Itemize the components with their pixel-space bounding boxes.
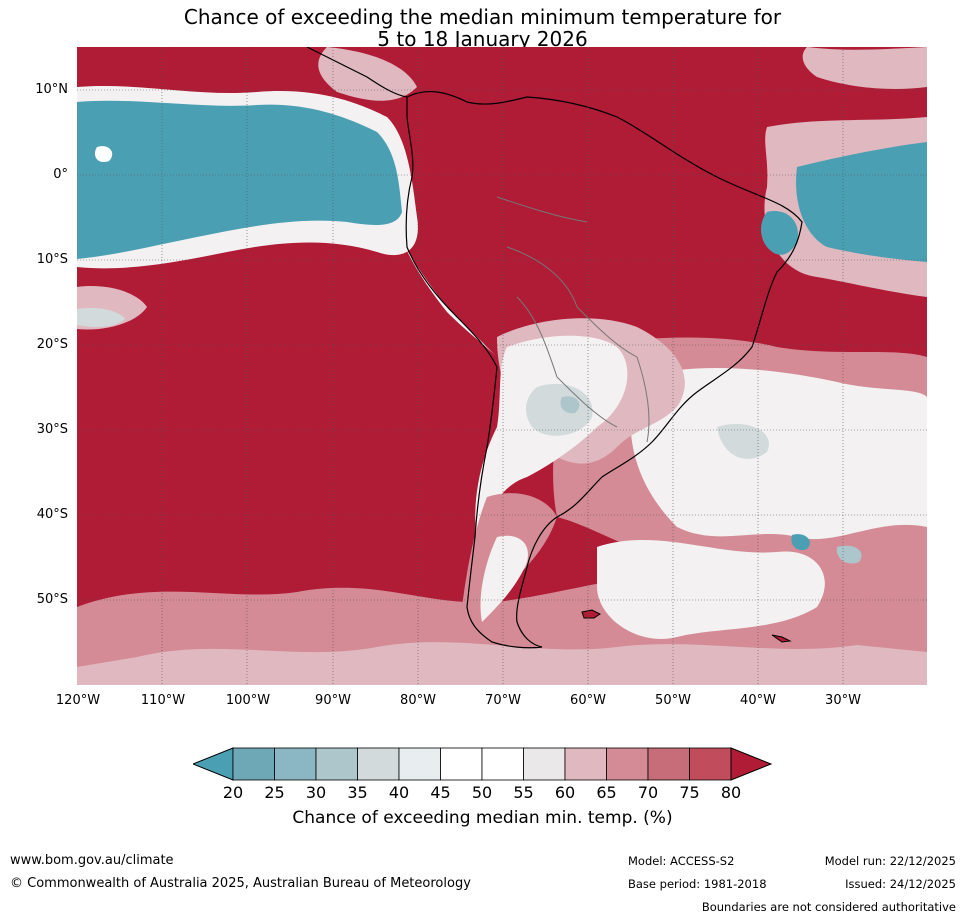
atlantic-mixed-white (630, 367, 927, 540)
pacific-teal (77, 100, 402, 259)
inland-grey (525, 383, 593, 436)
lat-label-10s: 10°S (36, 252, 68, 267)
colorbar-tick-50: 50 (471, 783, 493, 802)
colorbar-tick-55: 55 (513, 783, 534, 802)
lat-label-50s: 50°S (36, 592, 68, 607)
base-period-text: Base period: 1981-2018 (628, 877, 767, 891)
patagonia-white (480, 535, 528, 622)
lat-label-30s: 30°S (36, 422, 68, 437)
lat-label-20s: 20°S (36, 337, 68, 352)
pacific-light-streak2 (77, 307, 125, 327)
colorbar-bin-60-65 (564, 747, 607, 781)
caribbean-pink (318, 47, 417, 101)
colorbar-bin-40-45 (398, 747, 441, 781)
colorbar-tick-35: 35 (347, 783, 368, 802)
country-borders (496, 196, 650, 443)
atlantic-north-light (802, 47, 927, 89)
colorbar-bin-25-30 (274, 747, 317, 781)
lat-label-10n: 10°N (35, 82, 68, 97)
lon-label-100w: 100°W (225, 693, 271, 708)
atlantic-grey-patch (717, 423, 769, 459)
colorbar-tick-70: 70 (637, 783, 659, 802)
lon-label-40w: 40°W (740, 693, 776, 708)
colorbar-bin-45-50 (440, 747, 483, 781)
lat-label-0: 0° (53, 167, 68, 182)
colorbar-bin-50-55 (481, 747, 524, 781)
colorbar-tick-65: 65 (596, 783, 617, 802)
colorbar-bin-55-60 (523, 747, 566, 781)
colorbar-arrow-low (193, 747, 234, 781)
colorbar-tick-80: 80 (720, 783, 742, 802)
colorbar-label: Chance of exceeding median min. temp. (%… (292, 808, 673, 828)
south-america-coastline (405, 91, 803, 649)
colorbar-bin-65-70 (606, 747, 649, 781)
colorbar-tick-40: 40 (388, 783, 410, 802)
colorbar-tick-60: 60 (554, 783, 576, 802)
lon-label-70w: 70°W (485, 693, 521, 708)
atlantic-grey-patch2 (836, 545, 862, 564)
chart-title-line2: 5 to 18 January 2026 (377, 27, 588, 51)
colorbar-arrow-high (730, 747, 773, 781)
issued-text: Issued: 24/12/2025 (845, 877, 956, 891)
colorbar-bin-30-35 (315, 747, 358, 781)
atlantic-blue-patch (791, 534, 810, 551)
website-link[interactable]: www.bom.gov.au/climate (10, 853, 174, 868)
colorbar-tick-25: 25 (264, 783, 285, 802)
atlantic-teal (796, 142, 927, 262)
brazil-coast-teal (761, 211, 798, 255)
model-text: Model: ACCESS-S2 (628, 854, 735, 868)
copyright-text: © Commonwealth of Australia 2025, Austra… (10, 876, 471, 891)
disclaimer-text: Boundaries are not considered authoritat… (701, 900, 956, 914)
falkland-islands (581, 609, 601, 619)
gridlines (77, 47, 927, 685)
lon-label-90w: 90°W (315, 693, 351, 708)
chart-title-line1: Chance of exceeding the median minimum t… (183, 5, 782, 29)
colorbar-bin-20-25 (232, 747, 275, 781)
colorbar-tick-75: 75 (679, 783, 700, 802)
lon-label-30w: 30°W (825, 693, 861, 708)
southern-band-light (77, 642, 927, 685)
colorbar-bin-75-80 (689, 747, 732, 781)
lon-label-110w: 110°W (140, 693, 186, 708)
lon-label-120w: 120°W (55, 693, 101, 708)
inland-white (475, 335, 628, 547)
model-run-text: Model run: 22/12/2025 (824, 854, 956, 868)
south-georgia (771, 634, 792, 643)
probability-map (77, 47, 927, 685)
atlantic-white-south (597, 540, 825, 639)
colorbar-tick-20: 20 (222, 783, 244, 802)
lon-label-80w: 80°W (400, 693, 436, 708)
colorbar-bin-70-75 (647, 747, 690, 781)
colorbar (193, 747, 773, 781)
inland-blue-small (560, 396, 580, 414)
colorbar-tick-30: 30 (305, 783, 327, 802)
central-america-coastline (306, 47, 408, 98)
colorbar-bin-35-40 (357, 747, 400, 781)
lon-label-60w: 60°W (570, 693, 606, 708)
colorbar-tick-45: 45 (430, 783, 451, 802)
lat-label-40s: 40°S (36, 507, 68, 522)
lon-label-50w: 50°W (655, 693, 691, 708)
pacific-white-spot (94, 146, 113, 163)
